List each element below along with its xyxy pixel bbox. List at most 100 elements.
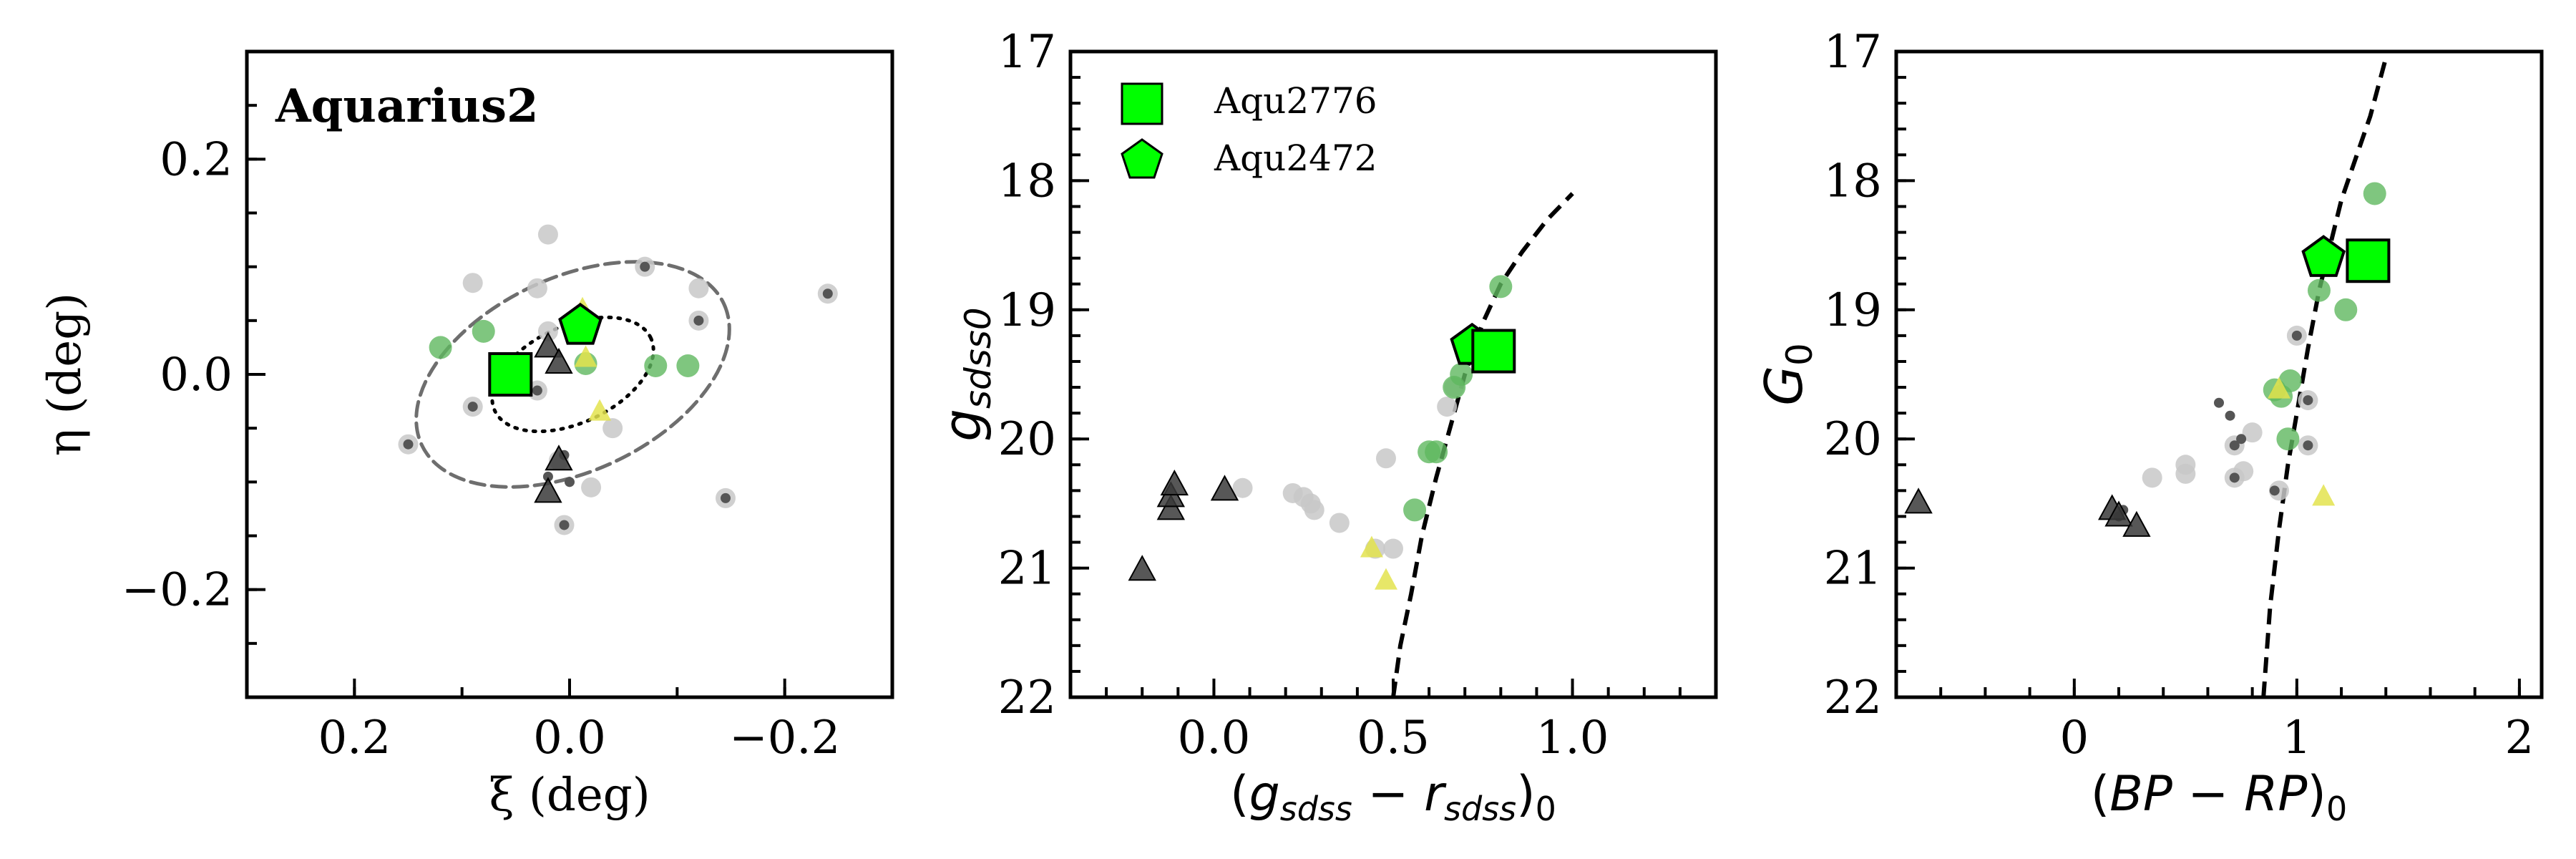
data-point-triangle-dark [2122,510,2151,537]
data-point-triangle-dark [1156,494,1185,520]
data-point-circle-green [1403,498,1427,522]
data-point-circle-light [527,278,547,299]
data-point-circle-green [1425,440,1448,464]
data-point-circle-dark [2303,440,2313,451]
x-axis-label: ξ (deg) [489,769,650,822]
data-point-triangle-dark [1904,487,1933,514]
data-point-circle-dark [542,471,553,482]
x-tick-label: −0.2 [729,712,840,765]
data-point-circle-light [2242,422,2263,443]
y-axis-label: G0 [1754,343,1820,406]
panel-cmd-gaia: 0 1 2 17 18 19 20 21 22 (BP − RP)0 G0 [1754,26,2544,828]
x-tick-label: 0.2 [318,712,391,765]
y-axis-label: gsdss0 [932,307,999,441]
data-point-triangle-yellow [574,345,597,367]
data-point-triangle-dark [1160,470,1189,496]
data-point-triangle-yellow [2267,377,2290,399]
data-point-circle-light [1375,448,1396,469]
x-tick-label: 0.5 [1357,712,1430,765]
data-point-circle-dark [403,439,414,450]
y-tick-label: 22 [998,671,1056,724]
inner-ellipse [490,315,655,434]
data-point-triangle-dark [534,331,562,358]
y-tick-label: 21 [1824,543,1882,596]
data-point-circle-green [472,319,495,343]
data-point-circle-light [1437,397,1458,417]
data-point-circle-light [1304,500,1324,520]
data-point-circle-light [537,321,558,341]
data-point-circle-light [1232,477,1253,498]
data-point-circle-dark [2229,472,2240,483]
data-point-circle-light [1329,513,1350,533]
data-point-circle-dark [2214,397,2224,408]
data-point-circle-dark [559,520,570,530]
panel-cmd-sdss: 0.0 0.5 1.0 17 18 19 20 21 22 Aqu2776 Aqu2472 (g… [932,26,1718,828]
data-point-triangle-dark [1210,475,1239,501]
data-point-circle-green [2363,182,2386,205]
y-tick-label: 21 [998,543,1056,596]
data-point-circle-dark [2236,434,2247,445]
y-tick-label: 20 [998,413,1056,466]
data-point-square-green [2346,238,2391,283]
data-point-triangle-dark [534,477,562,503]
legend-label-aqu2472: Aqu2472 [1214,137,1377,179]
x-tick-label: 0.0 [1178,712,1251,765]
y-tick-label: 17 [998,26,1056,79]
data-point-circle-light [581,477,602,498]
plot-frame [1068,49,1718,699]
data-point-circle-dark [693,315,704,326]
data-point-triangle-dark [2104,500,2133,527]
data-point-circle-light [602,418,623,439]
data-point-triangle-yellow [1374,568,1397,590]
data-point-circle-dark [2225,410,2235,421]
legend-marker-aqu2472 [1121,138,1163,179]
data-point-circle-dark [565,477,575,487]
x-tick-label: 0 [2059,712,2089,765]
panel-sky-map: 0.2 0.0 −0.2 0.2 0.0 −0.2 Aquarius2 ξ (deg) η… [39,49,894,822]
x-tick-label: 1.0 [1536,712,1609,765]
data-point-triangle-yellow [588,399,612,421]
y-axis-label: η (deg) [39,293,92,456]
data-point-circle-green [2334,298,2358,321]
legend-marker-aqu2776 [1121,82,1163,125]
data-point-triangle-yellow [1360,535,1383,558]
y-tick-label: 22 [1824,671,1882,724]
data-point-triangle-dark [545,347,573,374]
y-tick-label: 17 [1824,26,1882,79]
x-axis-label: (gsdss − rsdss)0 [1230,766,1556,828]
legend-label-aqu2776: Aqu2776 [1214,80,1377,122]
data-point-circle-dark [2303,395,2313,406]
legend: Aqu2776 Aqu2472 [1121,80,1377,179]
data-point-triangle-yellow [2312,484,2336,506]
y-tick-label: 0.2 [160,133,233,186]
data-point-circle-dark [467,402,478,412]
data-point-pentagon-green [558,302,602,345]
x-axis-label: (BP − RP)0 [2091,766,2347,828]
data-point-circle-light [2175,463,2196,484]
data-point-circle-green [2276,427,2300,451]
data-point-circle-dark [2291,330,2302,341]
data-point-circle-green [429,336,452,359]
y-tick-label: 0.0 [160,349,233,402]
data-point-circle-green [1489,275,1513,299]
data-point-circle-light [537,224,558,245]
data-point-circle-light [1383,538,1403,559]
plot-frame [245,49,894,699]
data-point-triangle-dark [545,445,573,471]
data-point-circle-light [462,273,483,293]
data-point-circle-green [1450,363,1473,386]
y-tick-label: 19 [998,284,1056,337]
isochrone-line [1391,192,1574,698]
data-point-square-green [1471,329,1516,374]
y-tick-label: −0.2 [122,564,233,617]
y-tick-label: 20 [1824,413,1882,466]
data-point-square-green [488,352,533,397]
data-point-pentagon-green [2301,235,2346,277]
plot-frame [1894,49,2544,699]
data-point-circle-dark [720,492,731,503]
y-tick-label: 19 [1824,284,1882,337]
data-point-triangle-dark [1128,555,1156,581]
data-point-circle-dark [2229,440,2240,451]
data-point-circle-green [644,354,668,377]
